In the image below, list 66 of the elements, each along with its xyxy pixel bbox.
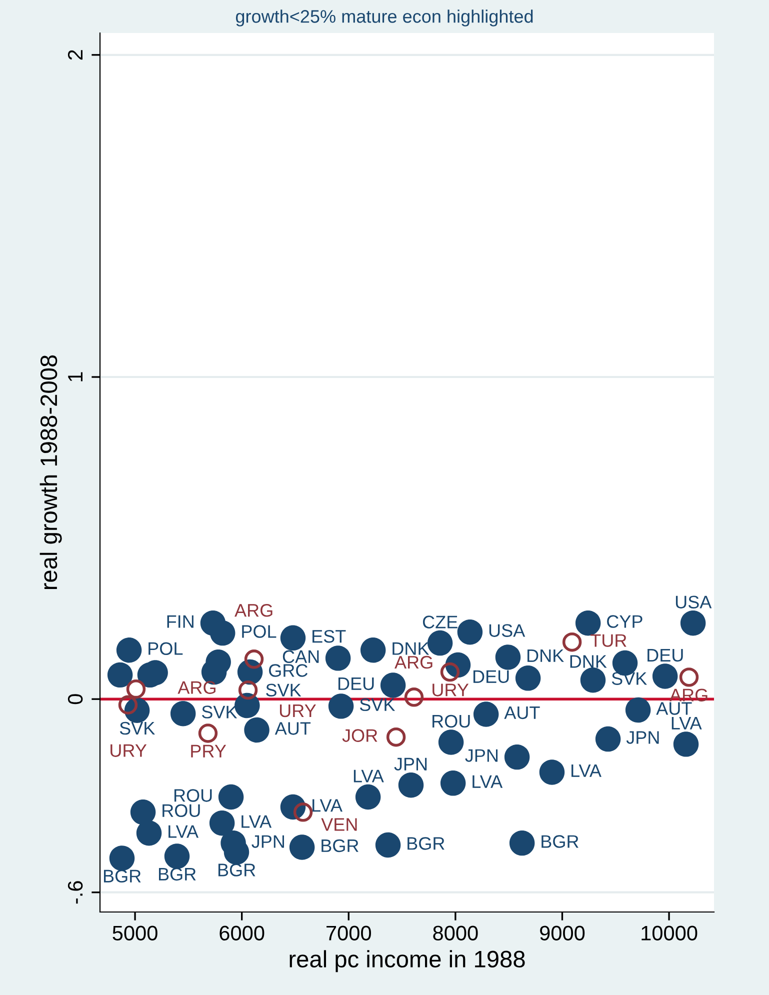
annotation: POL: [148, 642, 183, 655]
annotation: ARG: [178, 681, 216, 694]
annotation: JPN: [394, 758, 427, 770]
annotation: URY: [280, 704, 316, 718]
annotation: SVK: [360, 698, 396, 712]
y-tick-label: 1: [68, 372, 82, 382]
annotation: LVA: [572, 764, 602, 777]
annotation: ROU: [162, 804, 200, 817]
annotation: LVA: [168, 825, 199, 838]
annotation: EST: [312, 630, 346, 643]
annotation: DEU: [648, 649, 683, 662]
x-tick-label: 9000: [540, 926, 585, 940]
annotation: AUT: [274, 722, 311, 735]
annotation: CZE: [422, 616, 458, 628]
y-axis-title: real growth 1988-2008: [40, 355, 62, 590]
annotation: GRC: [269, 664, 308, 677]
x-tick-label: 8000: [433, 926, 478, 940]
annotation: AUT: [504, 706, 540, 720]
annotation: JPN: [252, 835, 284, 848]
annotation: DNK: [528, 649, 564, 662]
annotation: ROU: [432, 714, 470, 728]
x-axis-title: real pc income in 1988: [290, 950, 525, 972]
annotation: SVK: [266, 684, 302, 696]
annotation: LVA: [354, 770, 384, 782]
annotation: FIN: [167, 615, 194, 628]
annotation: VEN: [321, 818, 357, 831]
annotation: BGR: [408, 837, 444, 850]
annotation: URY: [110, 744, 147, 757]
annotation: CAN: [282, 650, 319, 664]
annotation: USA: [489, 624, 526, 637]
annotation: USA: [676, 596, 712, 608]
y-tick-label: 2: [68, 50, 82, 60]
annotation: TUR: [590, 634, 626, 647]
annotation: DNK: [392, 642, 430, 655]
annotation: LVA: [242, 815, 272, 828]
annotation: ARG: [234, 604, 272, 617]
x-tick-label: 6000: [220, 926, 264, 940]
annotation: BGR: [542, 835, 578, 848]
annotation: BGR: [322, 839, 358, 852]
annotation: JPN: [626, 731, 659, 744]
chart-title: growth<25% mature econ highlighted: [236, 10, 533, 26]
annotation: PRY: [191, 744, 226, 758]
annotation: JPN: [465, 749, 498, 762]
annotation: SVK: [120, 722, 155, 735]
annotation: LVA: [472, 775, 503, 788]
x-tick-label: 10000: [642, 926, 698, 940]
annotation: BGR: [158, 868, 196, 881]
annotation: DEU: [473, 670, 509, 684]
annotation: ARG: [394, 656, 432, 669]
y-tick-label: -.6: [68, 881, 83, 904]
annotation: DNK: [570, 655, 607, 668]
annotation: SVK: [202, 706, 238, 718]
annotation: URY: [432, 684, 469, 696]
annotation: ROU: [174, 789, 212, 802]
x-tick-label: 7000: [326, 926, 371, 940]
annotation: BGR: [104, 870, 141, 882]
annotation: LVA: [312, 799, 342, 812]
y-tick-label: 0: [68, 694, 83, 704]
x-tick-label: 5000: [112, 926, 158, 940]
annotation: BGR: [218, 864, 256, 876]
annotation: JOR: [342, 729, 378, 742]
annotation: DEU: [338, 677, 374, 690]
annotation: AUT: [656, 702, 692, 715]
annotation: POL: [242, 625, 276, 638]
annotation: CYP: [607, 615, 642, 628]
annotation: LVA: [672, 716, 702, 730]
